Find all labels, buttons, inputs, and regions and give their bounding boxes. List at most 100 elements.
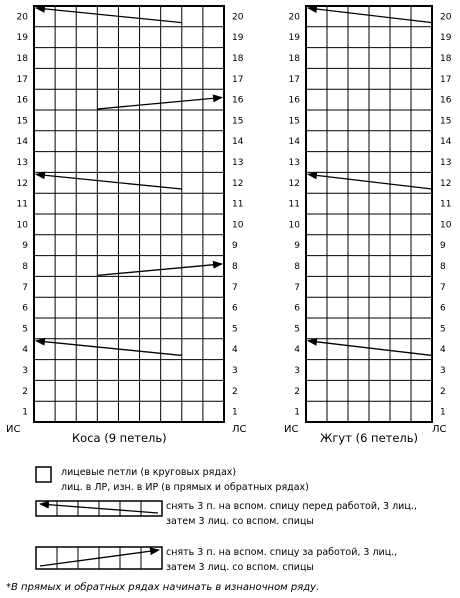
row-number-right: 19 [440, 33, 452, 43]
row-number-left: 11 [289, 200, 300, 210]
cable-arrow-row-20 [307, 5, 433, 24]
row-number-right: 18 [440, 54, 452, 64]
chart-frame [305, 5, 433, 423]
row-number-left: 10 [17, 220, 29, 230]
row-number-left: 11 [17, 200, 28, 210]
legend-cable-left-line1: снять 3 п. на вспом. спицу перед работой… [166, 501, 417, 512]
row-number-right: 11 [440, 200, 451, 210]
legend-knit-symbol [35, 466, 52, 483]
footnote: *В прямых и обратных рядах начинать в из… [6, 581, 319, 593]
row-number-left: 9 [294, 241, 300, 251]
row-number-left: 3 [294, 366, 300, 376]
cable-arrow-row-8 [97, 260, 223, 277]
legend-cable-left-line2: затем 3 лиц. со вспом. спицы [166, 516, 314, 527]
row-number-right: 15 [232, 116, 243, 126]
ws-label: ИС [284, 424, 298, 435]
row-number-left: 5 [22, 324, 28, 334]
row-number-left: 19 [289, 33, 301, 43]
row-number-left: 14 [289, 137, 301, 147]
row-number-right: 13 [232, 158, 243, 168]
row-number-right: 8 [440, 262, 446, 272]
row-number-right: 11 [232, 200, 243, 210]
row-number-right: 9 [440, 241, 446, 251]
row-number-right: 12 [232, 179, 243, 189]
row-number-right: 1 [440, 408, 446, 418]
row-number-right: 2 [440, 387, 446, 397]
row-number-right: 20 [440, 12, 452, 22]
row-number-right: 8 [232, 262, 238, 272]
row-number-left: 14 [17, 137, 29, 147]
row-number-left: 3 [22, 366, 28, 376]
row-number-left: 4 [294, 345, 300, 355]
row-number-left: 13 [289, 158, 300, 168]
row-number-right: 12 [440, 179, 451, 189]
legend-cable-right-symbol [35, 546, 163, 570]
row-number-right: 6 [232, 304, 238, 314]
row-number-right: 10 [440, 220, 452, 230]
row-number-left: 16 [17, 96, 29, 106]
row-number-right: 1 [232, 408, 238, 418]
row-number-right: 18 [232, 54, 244, 64]
row-number-left: 20 [17, 12, 29, 22]
row-number-left: 18 [17, 54, 29, 64]
row-number-right: 13 [440, 158, 451, 168]
row-number-left: 7 [22, 283, 28, 293]
row-number-left: 12 [17, 179, 28, 189]
row-number-right: 16 [232, 96, 244, 106]
row-number-left: 8 [22, 262, 28, 272]
row-number-left: 16 [289, 96, 301, 106]
rs-label: ЛС [232, 424, 247, 435]
cable-arrow-row-4 [35, 337, 182, 357]
row-number-right: 15 [440, 116, 451, 126]
chart-title-kosa: Коса (9 петель) [72, 431, 167, 445]
row-number-right: 14 [440, 137, 452, 147]
row-number-left: 18 [289, 54, 301, 64]
row-number-right: 7 [440, 283, 446, 293]
row-number-left: 17 [17, 75, 28, 85]
row-number-left: 12 [289, 179, 300, 189]
row-number-right: 14 [232, 137, 244, 147]
row-number-left: 20 [289, 12, 301, 22]
row-number-right: 3 [440, 366, 446, 376]
row-number-right: 20 [232, 12, 244, 22]
row-number-right: 4 [440, 345, 446, 355]
row-number-left: 8 [294, 262, 300, 272]
cable-arrow-row-20 [35, 4, 182, 24]
row-number-left: 1 [22, 408, 28, 418]
row-number-right: 4 [232, 345, 238, 355]
row-number-left: 15 [17, 116, 28, 126]
row-number-right: 10 [232, 220, 244, 230]
row-number-left: 6 [22, 304, 28, 314]
row-number-right: 9 [232, 241, 238, 251]
cable-arrow-row-12 [307, 171, 433, 190]
row-number-left: 2 [294, 387, 300, 397]
row-number-right: 17 [440, 75, 451, 85]
legend-knit-line1: лицевые петли (в круговых рядах) [61, 467, 236, 478]
row-number-left: 2 [22, 387, 28, 397]
legend-cable-left-symbol [35, 500, 163, 517]
row-number-left: 15 [289, 116, 300, 126]
row-number-right: 17 [232, 75, 243, 85]
row-number-left: 6 [294, 304, 300, 314]
row-number-right: 5 [440, 324, 446, 334]
row-number-right: 5 [232, 324, 238, 334]
legend-item-cable-left: снять 3 п. на вспом. спицу перед работой… [35, 500, 417, 527]
row-number-right: 6 [440, 304, 446, 314]
row-number-left: 17 [289, 75, 300, 85]
rs-label: ЛС [432, 424, 447, 435]
chart-title-zhgut: Жгут (6 петель) [320, 431, 418, 445]
legend-cable-right-line2: затем 3 лиц. со вспом. спицы [166, 562, 314, 573]
legend-item-cable-right: снять 3 п. на вспом. спицу за работой, 3… [35, 546, 397, 573]
row-number-left: 13 [17, 158, 28, 168]
chart-frame [33, 5, 225, 423]
row-number-right: 19 [232, 33, 244, 43]
row-number-right: 3 [232, 366, 238, 376]
legend-cable-right-line1: снять 3 п. на вспом. спицу за работой, 3… [166, 547, 397, 558]
cable-arrow-row-12 [35, 171, 182, 190]
row-number-left: 7 [294, 283, 300, 293]
row-number-left: 1 [294, 408, 300, 418]
cable-arrow-row-16 [97, 94, 223, 110]
legend-knit-line2: лиц. в ЛР, изн. в ИР (в прямых и обратны… [61, 482, 309, 493]
